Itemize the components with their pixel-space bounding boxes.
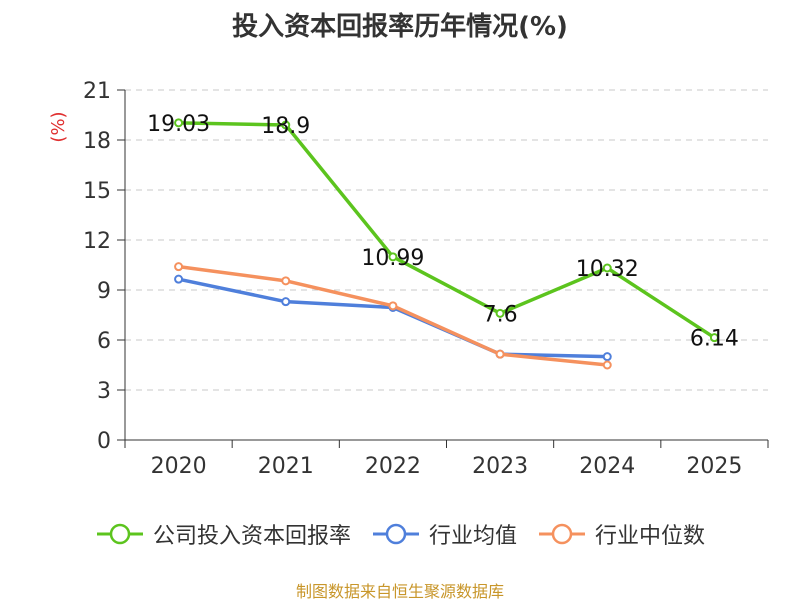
- data-label: 6.14: [690, 327, 739, 352]
- series-line-industry-median: [178, 264, 608, 367]
- y-tick-label: 21: [83, 79, 111, 104]
- data-point-industry-median: [602, 360, 612, 370]
- data-point-industry-median: [174, 262, 184, 272]
- data-point-industry-avg: [281, 297, 291, 307]
- legend-swatch-industry-median: [539, 523, 585, 545]
- y-axis-unit: (%): [48, 111, 69, 142]
- source-note: 制图数据来自恒生聚源数据库: [295, 582, 504, 601]
- series-line-industry-avg: [178, 277, 608, 359]
- legend-label-company: 公司投入资本回报率: [152, 524, 351, 549]
- x-tick-label: 2024: [579, 454, 635, 479]
- x-tick-label: 2020: [151, 454, 207, 479]
- data-label: 18.9: [261, 114, 310, 139]
- y-tick-label: 18: [83, 129, 111, 154]
- data-label: 7.6: [483, 302, 518, 327]
- legend-swatch-company: [96, 523, 143, 545]
- data-point-industry-median: [495, 349, 505, 359]
- legend-swatch-industry-avg: [372, 523, 419, 545]
- legend-item-company[interactable]: 公司投入资本回报率: [95, 518, 351, 550]
- x-tick-label: 2025: [686, 454, 742, 479]
- y-tick-label: 6: [97, 329, 111, 354]
- legend-item-industry-median[interactable]: 行业中位数: [537, 518, 705, 550]
- legend-swatch-marker: [551, 523, 573, 545]
- data-label: 10.99: [361, 246, 424, 271]
- data-point-industry-median: [388, 301, 398, 311]
- legend-swatch-marker: [109, 523, 131, 545]
- data-point-industry-avg: [602, 352, 612, 362]
- data-point-industry-median: [281, 276, 291, 286]
- data-point-company: [602, 263, 612, 273]
- legend: 公司投入资本回报率 行业均值 行业中位数: [0, 518, 800, 550]
- x-tick-label: 2021: [258, 454, 314, 479]
- data-point-company: [495, 308, 505, 318]
- chart-title: 投入资本回报率历年情况(%): [232, 12, 568, 42]
- data-point-industry-avg: [174, 274, 184, 284]
- data-point-company: [281, 120, 291, 130]
- x-tick-label: 2022: [365, 454, 421, 479]
- data-point-company: [174, 118, 184, 128]
- y-tick-label: 3: [97, 379, 111, 404]
- y-tick-label: 15: [83, 179, 111, 204]
- legend-item-industry-avg[interactable]: 行业均值: [371, 518, 517, 550]
- data-label: 10.32: [576, 257, 639, 282]
- data-point-company: [388, 252, 398, 262]
- y-tick-label: 12: [83, 229, 111, 254]
- y-tick-label: 0: [97, 429, 111, 454]
- legend-label-industry-avg: 行业均值: [428, 524, 517, 549]
- data-point-company: [709, 333, 719, 343]
- series-line-company: [178, 121, 716, 340]
- y-tick-label: 9: [97, 279, 111, 304]
- legend-swatch-marker: [385, 523, 407, 545]
- data-label: 19.03: [147, 112, 210, 137]
- x-tick-label: 2023: [472, 454, 528, 479]
- legend-label-industry-median: 行业中位数: [595, 524, 706, 549]
